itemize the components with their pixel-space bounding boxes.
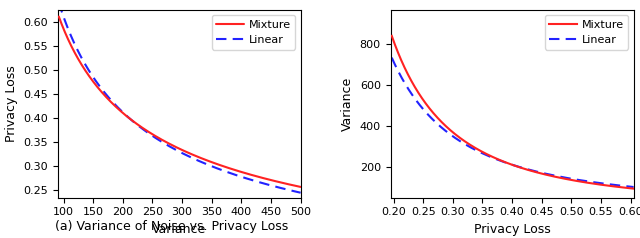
Mixture <box>486 154 493 157</box>
Line: Mixture: Mixture <box>392 36 634 189</box>
Mixture <box>388 35 396 37</box>
Line: Mixture: Mixture <box>59 16 301 187</box>
X-axis label: Privacy Loss: Privacy Loss <box>474 223 550 236</box>
Text: (a) Variance of Noise vs. Privacy Loss: (a) Variance of Noise vs. Privacy Loss <box>56 220 289 233</box>
Linear <box>161 143 169 145</box>
Mixture <box>577 180 584 183</box>
Line: Linear: Linear <box>392 58 634 187</box>
Mixture <box>153 135 161 138</box>
Mixture <box>581 181 589 184</box>
Linear <box>495 159 502 161</box>
Linear <box>581 179 589 182</box>
Mixture <box>161 140 169 143</box>
Linear <box>486 155 493 158</box>
Linear <box>55 1 63 4</box>
Legend: Mixture, Linear: Mixture, Linear <box>545 15 628 50</box>
Mixture <box>221 165 228 168</box>
Linear <box>630 186 637 188</box>
Mixture <box>248 174 255 176</box>
Linear <box>153 137 161 140</box>
Linear <box>413 99 420 102</box>
Linear <box>244 177 252 180</box>
Y-axis label: Privacy Loss: Privacy Loss <box>4 65 17 142</box>
Linear <box>554 175 562 178</box>
Mixture <box>244 172 252 175</box>
Mixture <box>495 158 502 161</box>
Linear <box>79 60 87 63</box>
Mixture <box>630 187 637 190</box>
Mixture <box>79 66 87 69</box>
Line: Linear: Linear <box>59 3 301 193</box>
Mixture <box>55 15 63 18</box>
Linear <box>221 170 228 173</box>
Mixture <box>554 176 562 179</box>
Linear <box>577 179 584 182</box>
X-axis label: Variance: Variance <box>152 223 206 236</box>
Legend: Mixture, Linear: Mixture, Linear <box>212 15 295 50</box>
Mixture <box>413 88 420 91</box>
Mixture <box>297 185 305 188</box>
Linear <box>388 56 396 59</box>
Y-axis label: Variance: Variance <box>341 76 354 131</box>
Linear <box>297 191 305 194</box>
Linear <box>248 178 255 181</box>
